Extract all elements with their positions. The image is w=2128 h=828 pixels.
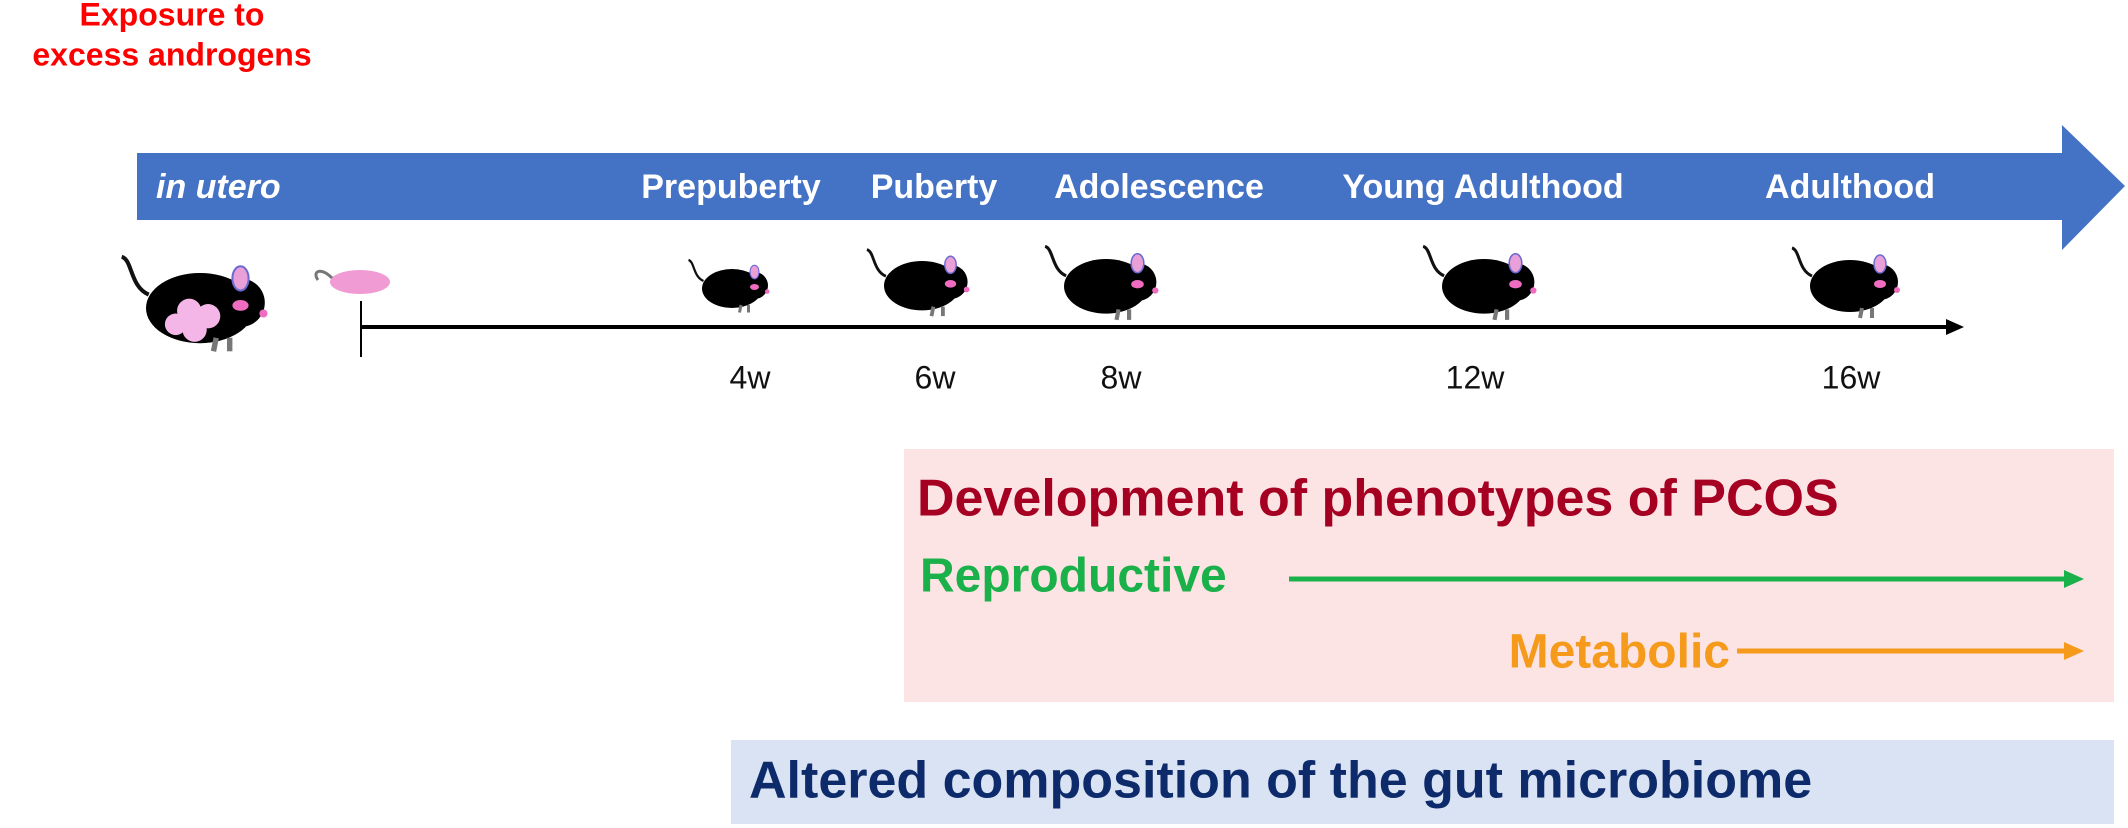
stage-label: Puberty <box>871 168 998 206</box>
pregnant-mouse <box>122 257 268 352</box>
mouse-icon <box>687 258 771 314</box>
phenotype-box <box>904 449 2114 702</box>
stage-label: Adolescence <box>1054 168 1264 206</box>
age-label: 6w <box>915 359 957 395</box>
microbiome-label: Altered composition of the gut microbiom… <box>749 752 1812 810</box>
microbiome-box <box>731 740 2114 824</box>
reproductive-arrow-head <box>2064 570 2084 588</box>
stage-label: in utero <box>156 168 281 206</box>
exposure-label: Exposure to <box>80 0 265 32</box>
metabolic-label: Metabolic <box>1509 626 1730 679</box>
mouse-icon <box>1790 246 1902 320</box>
metabolic-arrow-head <box>2064 642 2084 660</box>
stage-label: Young Adulthood <box>1342 168 1623 206</box>
age-axis-head <box>1946 319 1964 335</box>
mouse-icon <box>865 247 972 319</box>
mouse-icon <box>1045 246 1158 320</box>
stage-label: Adulthood <box>1765 168 1935 206</box>
phenotype-title: Development of phenotypes of PCOS <box>917 470 1839 528</box>
age-label: 4w <box>730 359 772 395</box>
age-label: 16w <box>1822 359 1882 395</box>
pup <box>314 269 390 294</box>
timeline-arrow <box>137 125 2125 250</box>
exposure-label: excess androgens <box>32 36 311 72</box>
reproductive-label: Reproductive <box>920 550 1227 603</box>
stage-label: Prepuberty <box>641 168 821 206</box>
age-label: 8w <box>1101 359 1143 395</box>
mouse-icon <box>1423 246 1536 320</box>
age-label: 12w <box>1446 359 1506 395</box>
